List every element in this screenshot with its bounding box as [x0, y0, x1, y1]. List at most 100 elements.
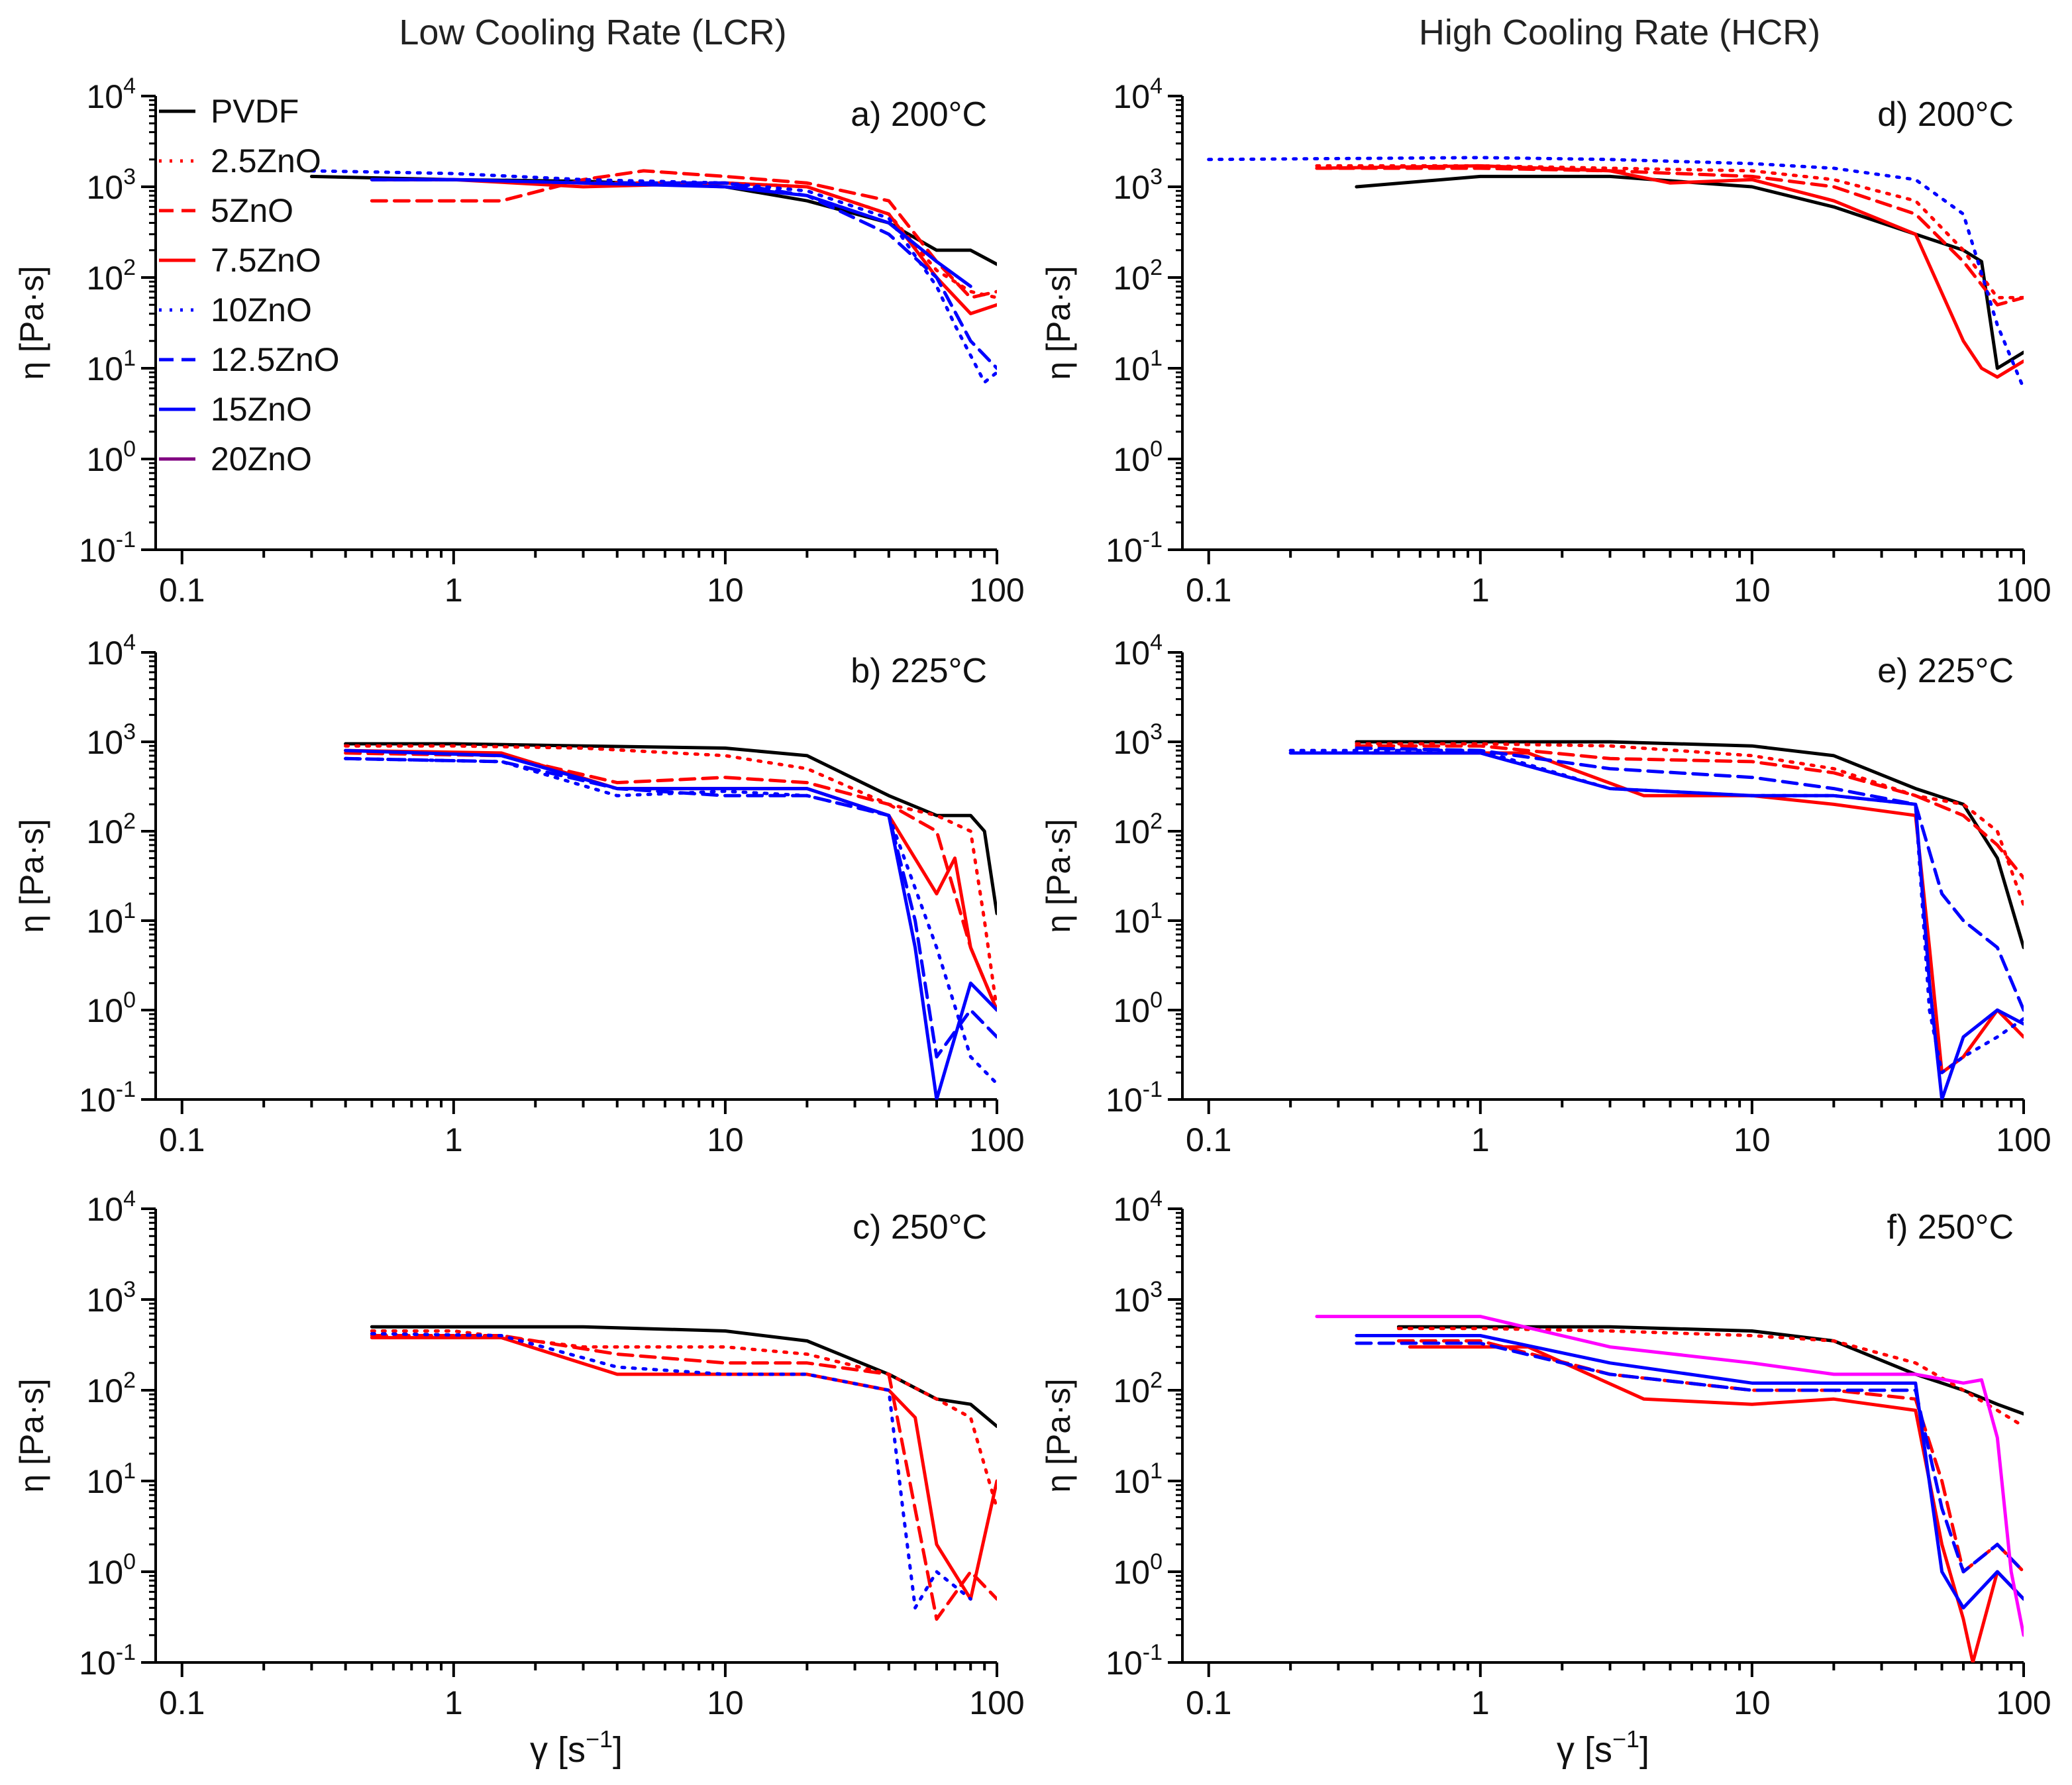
y-tick-exponent: 0: [1150, 1549, 1163, 1574]
x-axis-label-end: ]: [613, 1730, 623, 1770]
panel-title: d) 200°C: [1877, 95, 2014, 134]
y-tick-base: 10: [1113, 903, 1150, 940]
y-tick-exponent: -1: [1143, 1640, 1163, 1665]
y-tick-exponent: 0: [1150, 988, 1163, 1013]
x-tick-label: 0.1: [1186, 572, 1232, 609]
series-line-5ZnO: [370, 169, 997, 299]
y-tick-label: 103: [86, 1277, 136, 1319]
x-axis-label-sup: −1: [1612, 1725, 1639, 1753]
y-tick-label: 103: [1113, 1277, 1163, 1319]
y-tick-label: 10-1: [1106, 527, 1163, 569]
x-tick-label: 10: [1734, 1121, 1771, 1158]
y-tick-label: 104: [86, 630, 136, 672]
series-group: [344, 742, 997, 1099]
series-group: [309, 169, 997, 384]
y-tick-label: 10-1: [1106, 1640, 1163, 1682]
y-tick-base: 10: [1113, 813, 1150, 850]
y-axis-label: η [Pa·s]: [1040, 819, 1077, 933]
legend-label: 7.5ZnO: [211, 242, 321, 279]
y-tick-exponent: 1: [123, 1458, 136, 1484]
y-tick-exponent: 3: [123, 719, 136, 744]
x-tick-label: 0.1: [1186, 1684, 1232, 1721]
y-tick-label: 101: [1113, 346, 1163, 387]
y-tick-label: 101: [1113, 1458, 1163, 1500]
panel-title: c) 250°C: [853, 1208, 987, 1247]
y-tick-label: 103: [1113, 719, 1163, 761]
y-tick-label: 101: [86, 898, 136, 940]
legend-label: 5ZnO: [211, 192, 293, 229]
y-tick-label: 10-1: [1106, 1077, 1163, 1119]
series-line-2.5ZnO: [1315, 164, 2024, 299]
y-tick-label: 100: [86, 988, 136, 1029]
y-tick-base: 10: [1113, 992, 1150, 1029]
series-line-20ZnO: [1315, 1315, 2024, 1637]
y-tick-exponent: 1: [123, 346, 136, 371]
series-line-PVDF: [370, 1325, 997, 1428]
x-tick-label: 100: [1996, 1121, 2051, 1158]
y-tick-exponent: 3: [1150, 1277, 1163, 1302]
y-tick-exponent: 3: [123, 164, 136, 189]
y-tick-exponent: -1: [116, 1640, 136, 1665]
y-tick-exponent: 3: [1150, 164, 1163, 189]
x-tick-label: 100: [969, 572, 1024, 609]
series-line-2.5ZnO: [370, 1329, 997, 1510]
y-tick-exponent: 4: [123, 1186, 136, 1211]
y-tick-exponent: -1: [116, 527, 136, 552]
y-tick-base: 10: [1113, 169, 1150, 206]
y-tick-exponent: 2: [1150, 255, 1163, 280]
y-tick-exponent: 4: [123, 630, 136, 655]
legend-label: 20ZnO: [211, 440, 312, 478]
y-tick-label: 104: [1113, 630, 1163, 672]
series-line-5ZnO: [1355, 744, 2024, 880]
x-tick-label: 1: [1471, 572, 1490, 609]
y-tick-base: 10: [1113, 1554, 1150, 1591]
y-tick-exponent: 2: [1150, 1368, 1163, 1393]
y-tick-label: 104: [1113, 74, 1163, 115]
y-tick-label: 100: [1113, 988, 1163, 1029]
series-line-2.5ZnO: [344, 744, 997, 1012]
y-tick-base: 10: [86, 724, 123, 761]
x-tick-label: 0.1: [159, 1684, 205, 1721]
y-tick-exponent: -1: [116, 1077, 136, 1102]
legend-label: 10ZnO: [211, 291, 312, 329]
y-tick-exponent: 0: [123, 1549, 136, 1574]
series-line-5ZnO: [370, 1334, 997, 1621]
y-tick-base: 10: [86, 903, 123, 940]
y-axis-label: η [Pa·s]: [13, 266, 50, 380]
x-tick-label: 1: [1471, 1684, 1490, 1721]
x-tick-label: 1: [444, 572, 463, 609]
y-tick-exponent: 1: [123, 898, 136, 923]
x-tick-label: 10: [707, 572, 744, 609]
y-axis-label: η [Pa·s]: [1040, 266, 1077, 380]
y-tick-base: 10: [1106, 532, 1143, 569]
y-tick-base: 10: [1106, 1645, 1143, 1682]
y-tick-base: 10: [79, 1645, 116, 1682]
y-tick-label: 101: [1113, 898, 1163, 940]
y-tick-label: 102: [1113, 1368, 1163, 1409]
y-tick-base: 10: [1113, 1191, 1150, 1228]
y-tick-base: 10: [86, 1463, 123, 1500]
y-tick-exponent: 2: [123, 809, 136, 834]
series-line-2.5ZnO: [1355, 742, 2024, 907]
series-line-12.5ZnO: [344, 756, 997, 1059]
y-tick-base: 10: [86, 260, 123, 297]
x-tick-label: 0.1: [159, 572, 205, 609]
x-tick-label: 1: [1471, 1121, 1490, 1158]
y-tick-label: 100: [1113, 1549, 1163, 1591]
y-tick-base: 10: [86, 635, 123, 672]
y-tick-label: 104: [1113, 1186, 1163, 1228]
series-line-7.5ZnO: [370, 1336, 997, 1601]
y-tick-label: 103: [86, 164, 136, 206]
x-tick-label: 100: [1996, 572, 2051, 609]
y-tick-exponent: 4: [123, 74, 136, 99]
y-tick-label: 100: [1113, 436, 1163, 478]
y-tick-exponent: 0: [123, 436, 136, 462]
series-line-15ZnO: [1355, 1334, 2024, 1609]
y-tick-base: 10: [79, 1082, 116, 1119]
series-line-10ZnO: [1207, 156, 2024, 390]
y-tick-exponent: 3: [1150, 719, 1163, 744]
